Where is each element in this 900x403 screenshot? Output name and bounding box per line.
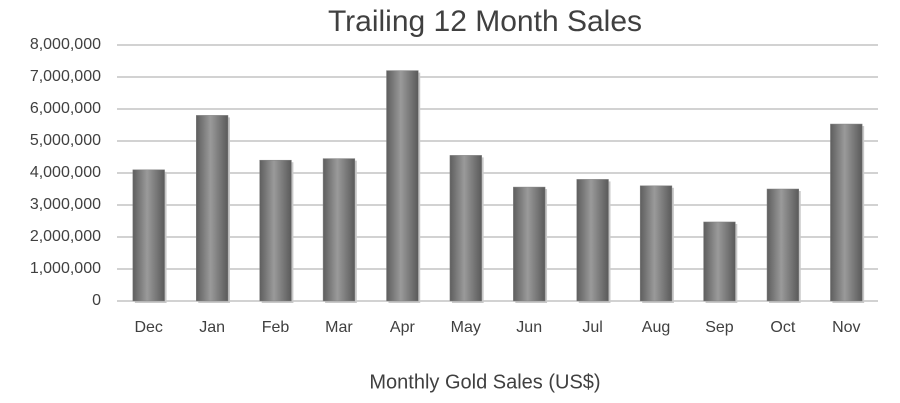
y-tick-label: 2,000,000	[30, 228, 101, 245]
x-tick-label: Sep	[705, 319, 734, 336]
bar	[322, 158, 356, 302]
x-tick-label: Oct	[770, 319, 795, 336]
x-tick-label: Feb	[262, 319, 290, 336]
y-tick-label: 1,000,000	[30, 260, 101, 277]
x-tick-label: Jan	[199, 319, 225, 336]
y-tick-label: 5,000,000	[30, 132, 101, 149]
y-tick-label: 3,000,000	[30, 196, 101, 213]
x-tick-label: Dec	[134, 319, 162, 336]
bar	[132, 169, 165, 302]
x-tick-label: Jun	[516, 319, 542, 336]
x-axis-title: Monthly Gold Sales (US$)	[369, 371, 600, 393]
bar	[196, 115, 229, 302]
bar	[576, 179, 609, 302]
x-tick-label: Aug	[642, 319, 670, 336]
bar	[513, 186, 546, 302]
bar	[259, 159, 292, 302]
bar	[766, 188, 799, 302]
chart-title: Trailing 12 Month Sales	[328, 5, 642, 38]
y-tick-label: 6,000,000	[30, 100, 101, 117]
y-tick-label: 7,000,000	[30, 68, 101, 85]
x-tick-label: Mar	[325, 319, 353, 336]
x-tick-label: Apr	[390, 319, 416, 336]
bar	[386, 70, 419, 302]
bar	[449, 155, 482, 302]
bar	[830, 123, 863, 302]
bar	[639, 185, 673, 302]
x-tick-label: May	[451, 319, 481, 336]
x-tick-label: Nov	[832, 319, 860, 336]
y-tick-label: 4,000,000	[30, 164, 101, 181]
y-tick-label: 8,000,000	[30, 36, 101, 53]
y-tick-label: 0	[92, 292, 101, 309]
bar	[703, 221, 736, 302]
x-tick-label: Jul	[582, 319, 602, 336]
